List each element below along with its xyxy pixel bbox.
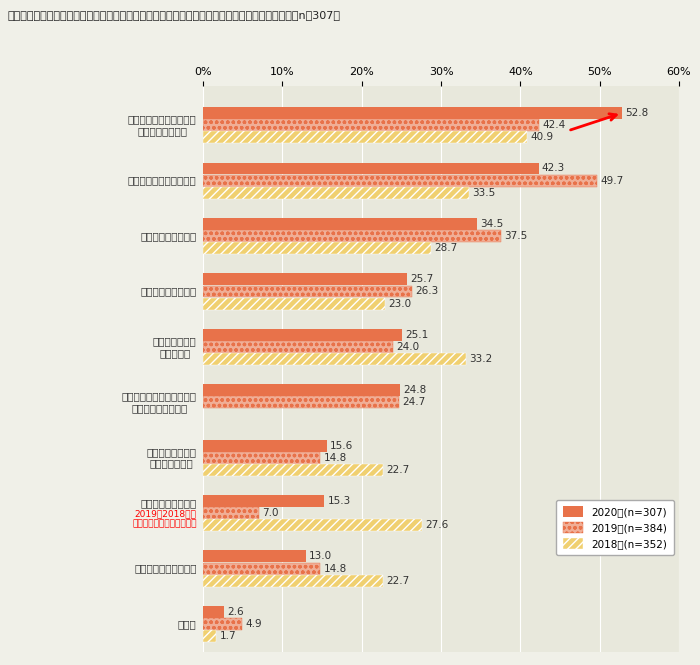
Text: 23.0: 23.0 (389, 299, 412, 309)
Text: 13.0: 13.0 (309, 551, 332, 561)
Text: 仕事を通じて新しいことに
チャレンジすること: 仕事を通じて新しいことに チャレンジすること (122, 392, 197, 413)
Bar (203, 440, 327, 452)
Text: その他: その他 (178, 619, 197, 629)
Bar (203, 551, 306, 563)
Text: 42.3: 42.3 (542, 164, 565, 174)
Bar (203, 329, 402, 340)
Text: お客様の役に立つこと: お客様の役に立つこと (134, 563, 197, 574)
Text: 仕事を通じてやりがいや
充実感を得ること: 仕事を通じてやりがいや 充実感を得ること (128, 114, 197, 136)
Bar (203, 519, 422, 531)
Text: あなた自身の働く目的は何ですか。お金を得ること以外でお答えください。（３つまで選択）　（n＝307）: あなた自身の働く目的は何ですか。お金を得ること以外でお答えください。（３つまで選… (7, 10, 340, 20)
Bar (203, 464, 383, 476)
Text: 14.8: 14.8 (323, 563, 346, 574)
Bar (203, 575, 383, 587)
Text: 34.5: 34.5 (480, 219, 503, 229)
Text: 22.7: 22.7 (386, 465, 410, 475)
Text: 26.3: 26.3 (415, 287, 438, 297)
Text: 37.5: 37.5 (504, 231, 527, 241)
Text: 24.8: 24.8 (403, 385, 426, 395)
Bar (203, 175, 597, 187)
Bar (203, 563, 321, 575)
Text: 2019年2018年：: 2019年2018年： (135, 509, 197, 518)
Text: 25.1: 25.1 (405, 330, 428, 340)
Bar (203, 230, 500, 242)
Text: 33.2: 33.2 (470, 354, 493, 364)
Bar (203, 384, 400, 396)
Text: 15.3: 15.3 (328, 496, 351, 506)
Text: 15.6: 15.6 (330, 440, 354, 451)
Bar (203, 187, 469, 199)
Text: 会社や上司の役に立つこと: 会社や上司の役に立つこと (132, 519, 197, 529)
Text: 周囲に認められ、
地位を得ること: 周囲に認められ、 地位を得ること (147, 447, 197, 469)
Text: 自分の能力を高めること: 自分の能力を高めること (128, 176, 197, 186)
Bar (203, 119, 540, 131)
Bar (203, 162, 538, 174)
Bar (203, 285, 412, 297)
Bar (203, 495, 324, 507)
Text: 7.0: 7.0 (262, 508, 278, 518)
Text: 24.7: 24.7 (402, 397, 426, 408)
Text: 33.5: 33.5 (472, 188, 495, 198)
Bar (203, 218, 477, 230)
Text: 4.9: 4.9 (245, 619, 262, 629)
Text: 40.9: 40.9 (531, 132, 554, 142)
Bar (203, 618, 242, 630)
Bar (203, 242, 430, 254)
Bar (203, 452, 321, 464)
Text: 会社の役に立つこと: 会社の役に立つこと (141, 498, 197, 508)
Text: 14.8: 14.8 (323, 453, 346, 463)
Bar (203, 341, 393, 353)
Text: 42.4: 42.4 (542, 120, 566, 130)
Bar (203, 132, 528, 144)
Legend: 2020年(n=307), 2019年(n=384), 2018年(n=352): 2020年(n=307), 2019年(n=384), 2018年(n=352) (556, 499, 674, 555)
Bar (203, 606, 223, 618)
Text: 27.6: 27.6 (425, 520, 449, 531)
Text: 52.8: 52.8 (625, 108, 648, 118)
Bar (203, 273, 407, 285)
Text: 49.7: 49.7 (601, 176, 624, 186)
Text: いろいろな人に
出会うこと: いろいろな人に 出会うこと (153, 336, 197, 358)
Text: 24.0: 24.0 (397, 342, 420, 352)
Text: 22.7: 22.7 (386, 576, 410, 586)
Bar (203, 396, 399, 408)
Bar (203, 298, 386, 310)
Text: 親を安心させるため: 親を安心させるため (141, 287, 197, 297)
Bar (203, 630, 216, 642)
Text: 2.6: 2.6 (227, 606, 244, 617)
Text: 社会の役に立つこと: 社会の役に立つこと (141, 231, 197, 241)
Bar (203, 507, 258, 519)
Text: 25.7: 25.7 (410, 274, 433, 285)
Text: 28.7: 28.7 (434, 243, 457, 253)
Text: 1.7: 1.7 (220, 631, 237, 641)
Bar (203, 353, 466, 365)
Bar (203, 107, 622, 119)
